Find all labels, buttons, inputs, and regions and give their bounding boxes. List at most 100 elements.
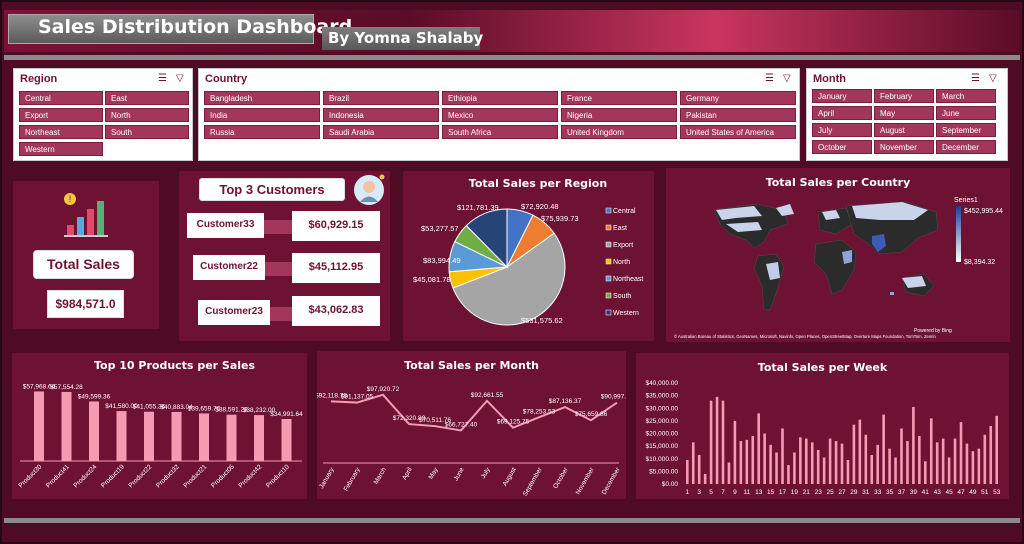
pie-data-label: $45,081.78 [413, 275, 451, 284]
slicer-item[interactable]: South Africa [442, 125, 558, 139]
legend-label: Northeast [613, 276, 643, 283]
x-tick-label: 17 [779, 489, 787, 496]
country-slicer: Country ☰ ▽ Bangladesh Brazil Ethiopia Fran… [198, 68, 800, 161]
week-bar [995, 415, 998, 484]
week-bar [953, 438, 957, 484]
week-bar [763, 433, 766, 484]
x-tick-label: 19 [791, 489, 799, 496]
customer-value: $43,062.83 [292, 296, 380, 326]
x-tick-label: 37 [898, 489, 906, 496]
slicer-item[interactable]: July [812, 123, 872, 137]
month-slicer-title: Month [813, 73, 846, 85]
slicer-item[interactable]: South [105, 125, 189, 139]
slicer-item[interactable]: Indonesia [323, 108, 439, 122]
line-data-label: $75,659.86 [575, 411, 608, 418]
week-bar [983, 434, 987, 484]
customer-name: Customer33 [187, 213, 264, 238]
slicer-item[interactable]: May [874, 106, 934, 120]
pie-data-label: $75,939.73 [541, 214, 579, 223]
line-data-label: $97,920.72 [367, 386, 400, 393]
pie-data-label: $72,920.48 [521, 202, 559, 211]
x-tick-label: 51 [981, 489, 989, 496]
week-bar [840, 443, 844, 484]
slicer-item[interactable]: France [561, 91, 677, 105]
slicer-item[interactable]: September [936, 123, 996, 137]
x-tick-label: Product05 [210, 463, 236, 489]
x-tick-label: 1 [685, 489, 689, 496]
week-bar [781, 428, 784, 484]
clear-filter-icon[interactable]: ▽ [783, 73, 791, 84]
customer-value: $60,929.15 [292, 211, 380, 241]
slicer-item[interactable]: Pakistan [680, 108, 796, 122]
week-bar [834, 441, 838, 484]
clear-filter-icon[interactable]: ▽ [989, 73, 997, 84]
week-bar [757, 413, 760, 484]
pie-slice [465, 208, 508, 269]
slicer-item[interactable]: United Kingdom [561, 125, 677, 139]
kpi-label: Total Sales [33, 250, 134, 279]
pie-data-label: $121,781.39 [457, 203, 499, 212]
slicer-item[interactable]: Saudi Arabia [323, 125, 439, 139]
pie-data-label: $83,994.49 [423, 256, 461, 265]
multi-select-icon[interactable]: ☰ [158, 73, 167, 84]
slicer-item[interactable]: Brazil [323, 91, 439, 105]
bar-data-label: $49,599.36 [78, 393, 111, 400]
week-bar [805, 438, 808, 484]
arrow-right-icon [265, 258, 302, 280]
week-bar [686, 460, 689, 484]
multi-select-icon[interactable]: ☰ [971, 73, 980, 84]
map-legend-max: $452,995.44 [964, 208, 1003, 215]
slicer-item[interactable]: India [204, 108, 320, 122]
monthly-sales-title: Total Sales per Month [404, 359, 539, 372]
x-tick-label: 49 [969, 489, 977, 496]
slicer-item[interactable]: Central [19, 91, 103, 105]
slicer-item[interactable]: United States of America [680, 125, 796, 139]
x-tick-label: 53 [993, 489, 1001, 496]
region-pie-chart: $72,920.48 $75,939.73 $531,575.62 $45,081.7… [413, 202, 643, 326]
slicer-item[interactable]: Ethiopia [442, 91, 558, 105]
product-bar [199, 413, 209, 461]
slicer-item[interactable]: December [936, 140, 996, 154]
slicer-item[interactable]: Nigeria [561, 108, 677, 122]
slicer-item[interactable]: April [812, 106, 872, 120]
x-tick-label: 13 [755, 489, 763, 496]
x-tick-label: 41 [922, 489, 930, 496]
y-tick-label: $35,000.00 [645, 393, 678, 400]
line-data-label: $66,727.40 [445, 421, 478, 428]
product-bar [226, 414, 237, 461]
multi-select-icon[interactable]: ☰ [765, 73, 774, 84]
x-tick-label: Product42 [238, 463, 264, 489]
x-tick-label: 15 [767, 489, 775, 496]
week-bar [864, 434, 868, 484]
legend-swatch [605, 309, 612, 316]
legend-label: Central [613, 208, 636, 215]
slicer-item[interactable]: Western [19, 142, 103, 156]
week-bar [870, 454, 874, 484]
x-tick-label: December [601, 466, 622, 496]
slicer-item[interactable]: North [105, 108, 189, 122]
x-tick-label: Product24 [73, 463, 99, 489]
slicer-item[interactable]: November [874, 140, 934, 154]
slicer-item[interactable]: March [936, 89, 996, 103]
slicer-item[interactable]: East [105, 91, 189, 105]
slicer-item[interactable]: Russia [204, 125, 320, 139]
slicer-item[interactable]: Germany [680, 91, 796, 105]
slicer-item[interactable]: October [812, 140, 872, 154]
product-bar [254, 415, 264, 461]
clear-filter-icon[interactable]: ▽ [176, 73, 184, 84]
x-tick-label: 47 [957, 489, 965, 496]
slicer-item[interactable]: August [874, 123, 934, 137]
week-bar [900, 428, 903, 484]
slicer-item[interactable]: Mexico [442, 108, 558, 122]
x-tick-label: Product22 [128, 463, 154, 489]
x-tick-label: 5 [709, 489, 713, 496]
product-bar [116, 411, 127, 461]
slicer-item[interactable]: February [874, 89, 934, 103]
slicer-item[interactable]: Export [19, 108, 103, 122]
customer-name: Customer22 [193, 255, 265, 280]
week-bar [894, 457, 897, 484]
slicer-item[interactable]: June [936, 106, 996, 120]
slicer-item[interactable]: January [812, 89, 872, 103]
slicer-item[interactable]: Bangladesh [204, 91, 320, 105]
slicer-item[interactable]: Northeast [19, 125, 103, 139]
